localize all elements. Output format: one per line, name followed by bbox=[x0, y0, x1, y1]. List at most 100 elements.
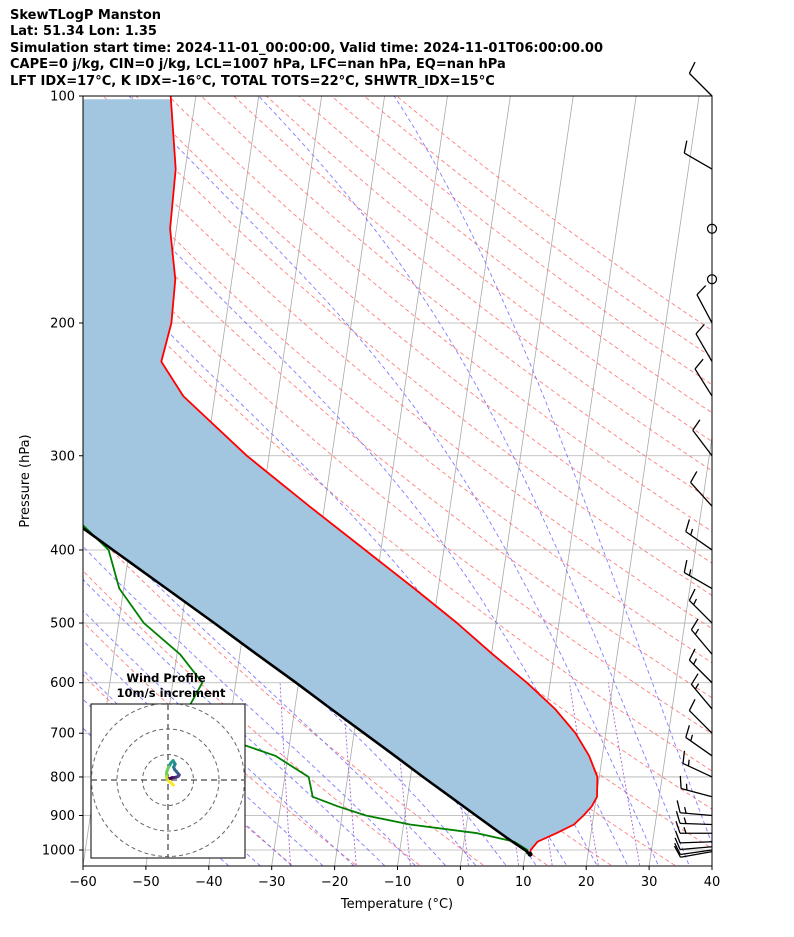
isotherm-line bbox=[585, 96, 700, 866]
wind-barb bbox=[696, 285, 713, 324]
wind-barb bbox=[690, 471, 713, 507]
y-tick-label: 200 bbox=[50, 316, 75, 331]
x-axis-label: Temperature (°C) bbox=[340, 897, 453, 912]
wind-barb-staff bbox=[688, 72, 713, 97]
dry-adiabat bbox=[83, 621, 358, 866]
wind-barb bbox=[683, 560, 713, 590]
wind-barb-staff bbox=[688, 710, 713, 734]
x-tick-label: −20 bbox=[321, 875, 348, 890]
wind-barb-staff bbox=[696, 294, 713, 324]
calm-wind-marker bbox=[706, 274, 718, 285]
dry-adiabat bbox=[83, 219, 712, 735]
wind-barb-staff bbox=[694, 368, 713, 397]
dry-adiabat bbox=[265, 96, 712, 442]
profile-lines bbox=[83, 96, 599, 857]
wind-barb-half-feather bbox=[688, 569, 692, 576]
wind-barb-feather bbox=[688, 648, 696, 661]
dry-adiabat bbox=[102, 96, 712, 596]
dry-adiabat bbox=[83, 570, 422, 866]
wind-barb-staff bbox=[679, 822, 713, 826]
wind-barb-staff bbox=[679, 841, 713, 844]
wind-barb-half-feather bbox=[690, 734, 694, 742]
wind-barb-feather bbox=[675, 811, 681, 824]
wind-barb bbox=[683, 140, 713, 170]
time-line: Simulation start time: 2024-11-01_00:00:… bbox=[10, 40, 603, 56]
dry-adiabat bbox=[200, 96, 712, 502]
wind-barb-feather bbox=[696, 285, 707, 296]
wind-barb-feather bbox=[676, 800, 681, 813]
wind-barb bbox=[675, 811, 713, 826]
calm-wind-marker bbox=[706, 223, 718, 234]
moist-adiabat bbox=[83, 545, 417, 866]
mixing-ratio-line bbox=[279, 682, 292, 866]
isotherm-line bbox=[334, 96, 448, 866]
hodograph-title: Wind Profile bbox=[126, 671, 206, 685]
wind-barb bbox=[676, 800, 713, 817]
wind-barb-staff bbox=[680, 846, 713, 851]
parcel-line bbox=[83, 526, 531, 856]
isotherm-line bbox=[711, 863, 712, 866]
wind-barb-feather bbox=[688, 588, 696, 601]
wind-barb-staff bbox=[685, 531, 713, 551]
moist-adiabat bbox=[393, 96, 712, 846]
wind-barb-feather bbox=[685, 725, 691, 738]
wind-barb bbox=[685, 725, 713, 757]
wind-barbs bbox=[673, 61, 718, 858]
y-tick-label: 600 bbox=[50, 676, 75, 691]
x-tick-label: 10 bbox=[515, 875, 532, 890]
moist-adiabat bbox=[83, 578, 386, 866]
dewpoint-line bbox=[83, 523, 529, 855]
wind-barb bbox=[688, 61, 713, 97]
wind-barb-staff bbox=[680, 812, 713, 817]
y-tick-label: 900 bbox=[50, 809, 75, 824]
hodograph-subtitle: 10m/s increment bbox=[117, 686, 226, 700]
y-tick-label: 700 bbox=[50, 727, 75, 742]
wind-barb-feather bbox=[675, 821, 681, 834]
moist-adiabat bbox=[83, 610, 355, 866]
cape-line: CAPE=0 j/kg, CIN=0 j/kg, LCL=1007 hPa, L… bbox=[10, 57, 506, 73]
wind-barb-staff bbox=[695, 333, 713, 362]
y-axis-ticks: 100 200 300 400 500 600 700 800 900 1000 bbox=[42, 90, 83, 859]
wind-barb-feather bbox=[685, 519, 691, 532]
moist-adiabat bbox=[83, 154, 629, 866]
wind-barb-feather bbox=[683, 140, 688, 154]
wind-barb-staff bbox=[685, 736, 713, 757]
x-tick-label: −30 bbox=[258, 875, 285, 890]
y-axis-label: Pressure (hPa) bbox=[18, 434, 33, 527]
wind-barb-half-feather bbox=[694, 628, 700, 635]
isotherm-line bbox=[0, 61, 75, 881]
wind-barb bbox=[694, 358, 713, 397]
x-tick-label: −10 bbox=[384, 875, 411, 890]
hodograph-segment bbox=[170, 781, 175, 787]
wind-barb-half-feather bbox=[687, 759, 690, 767]
x-axis-ticks: −60 −50 −40 −30 −20 −10 0 10 20 30 40 bbox=[69, 866, 720, 890]
chart-header: SkewTLogP Manston Lat: 51.34 Lon: 1.35 S… bbox=[10, 8, 790, 90]
surface-parcel-marker bbox=[527, 851, 533, 857]
moist-adiabat bbox=[83, 510, 447, 866]
y-tick-label: 100 bbox=[50, 90, 75, 105]
wind-barb-half-feather bbox=[694, 683, 700, 690]
dry-adiabat bbox=[83, 521, 486, 866]
wind-barb bbox=[685, 519, 713, 551]
wind-barb-feather bbox=[682, 750, 686, 764]
dry-adiabat bbox=[298, 96, 712, 414]
dry-adiabat bbox=[83, 144, 712, 664]
mixing-ratio-line bbox=[341, 682, 357, 866]
wind-barb-half-feather bbox=[693, 598, 698, 605]
wind-barb bbox=[692, 419, 713, 457]
wind-barb-staff bbox=[688, 659, 713, 684]
isotherm-line bbox=[648, 434, 712, 866]
wind-barb-feather bbox=[695, 323, 705, 335]
wind-barb bbox=[679, 775, 713, 798]
wind-barb-half-feather bbox=[693, 658, 698, 665]
wind-barb bbox=[674, 837, 713, 851]
moist-adiabat bbox=[128, 96, 659, 866]
wind-barb-staff bbox=[690, 482, 713, 507]
wind-barb-feather bbox=[683, 560, 688, 573]
x-tick-label: −50 bbox=[132, 875, 159, 890]
wind-barb-staff bbox=[688, 599, 713, 624]
wind-barb-half-feather bbox=[683, 827, 687, 834]
wind-barb-feather bbox=[692, 419, 701, 431]
wind-barb-staff bbox=[680, 851, 713, 858]
